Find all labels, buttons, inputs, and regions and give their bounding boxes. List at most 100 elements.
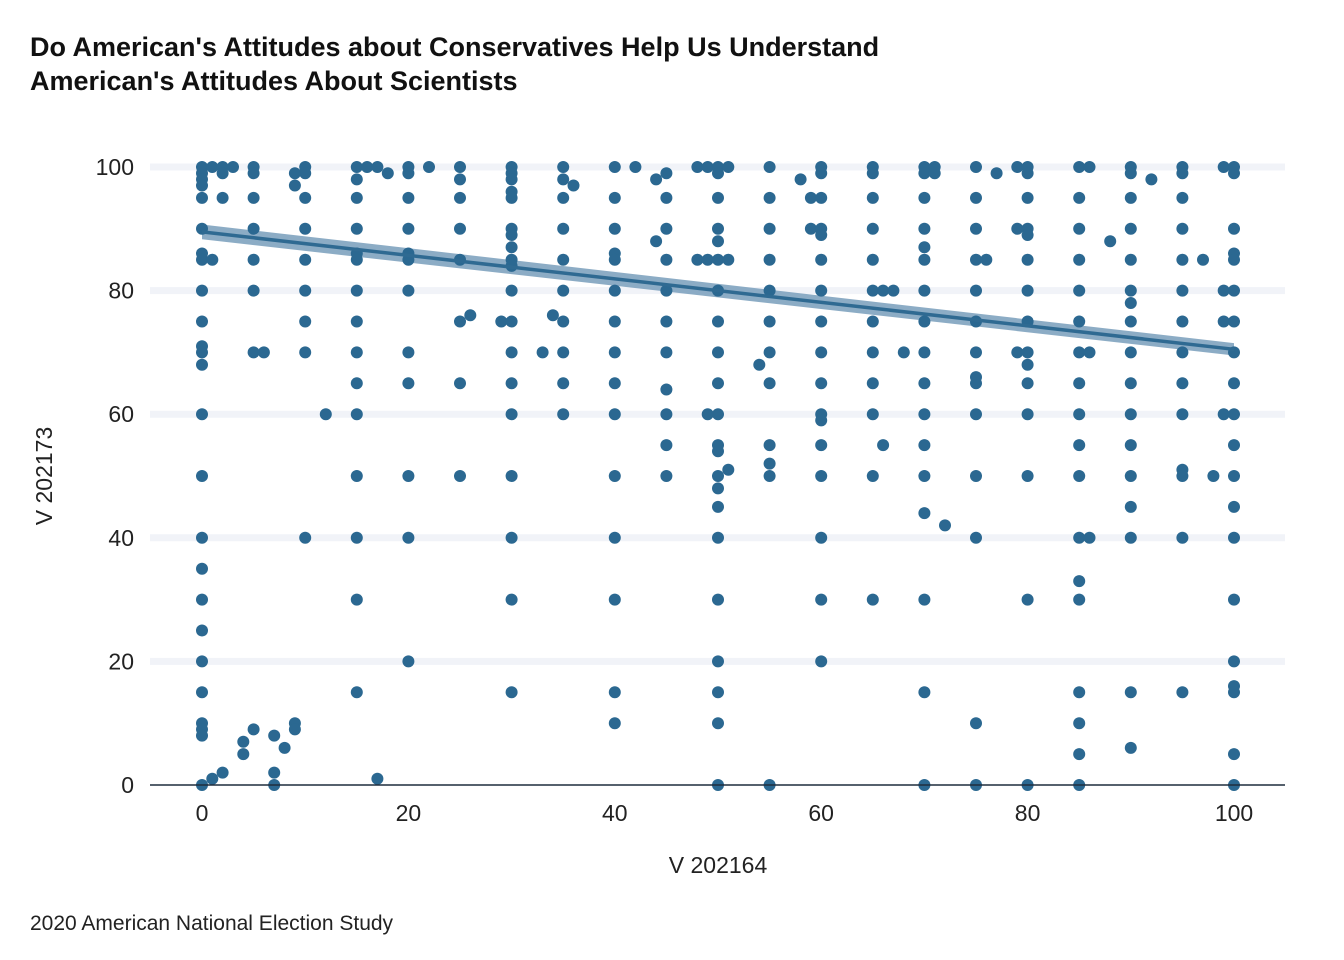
- data-point: [918, 241, 931, 254]
- data-point: [1073, 531, 1086, 544]
- data-point: [1124, 408, 1137, 421]
- data-point: [1124, 500, 1137, 513]
- data-point: [1228, 531, 1240, 544]
- data-point: [557, 346, 570, 359]
- data-point: [815, 167, 828, 180]
- data-point: [350, 161, 363, 173]
- data-point: [1083, 346, 1096, 359]
- data-point: [722, 463, 735, 476]
- data-point: [319, 408, 332, 421]
- data-point: [1124, 741, 1137, 754]
- data-point: [608, 253, 621, 266]
- data-point: [381, 167, 394, 180]
- data-point: [1073, 439, 1086, 452]
- data-point: [505, 173, 518, 186]
- y-tick-label: 20: [108, 648, 134, 674]
- data-point: [712, 655, 724, 668]
- chart-title-line-1: Do American's Attitudes about Conservati…: [30, 32, 880, 62]
- data-point: [608, 315, 621, 328]
- data-point: [247, 253, 260, 266]
- data-point: [866, 284, 879, 297]
- data-point: [299, 284, 312, 297]
- data-point: [970, 253, 982, 266]
- data-point: [206, 772, 219, 785]
- data-point: [712, 686, 724, 699]
- data-point: [866, 346, 879, 359]
- data-point: [804, 191, 817, 204]
- data-point: [763, 315, 776, 328]
- data-point: [350, 315, 363, 328]
- data-point: [350, 377, 363, 390]
- data-point: [196, 315, 208, 328]
- data-point: [1217, 161, 1230, 173]
- data-point: [815, 253, 828, 266]
- data-point: [815, 655, 828, 668]
- data-point: [712, 346, 724, 359]
- data-point: [1011, 222, 1024, 235]
- data-point: [1073, 575, 1086, 588]
- data-point: [691, 253, 704, 266]
- data-point: [1176, 346, 1189, 359]
- data-point: [505, 229, 518, 241]
- data-point: [196, 624, 208, 637]
- data-point: [608, 470, 621, 482]
- data-point: [918, 315, 931, 328]
- data-point: [1228, 167, 1240, 180]
- points-layer: [196, 161, 1240, 791]
- data-point: [763, 439, 776, 452]
- data-point: [1021, 470, 1034, 482]
- data-point: [763, 457, 776, 470]
- data-point: [701, 408, 714, 421]
- data-point: [712, 593, 724, 606]
- data-point: [505, 593, 518, 606]
- data-point: [1021, 191, 1034, 204]
- data-point: [557, 315, 570, 328]
- data-point: [1124, 346, 1137, 359]
- data-point: [505, 531, 518, 544]
- data-point: [1073, 593, 1086, 606]
- data-point: [216, 766, 229, 779]
- data-point: [928, 167, 941, 180]
- data-point: [1021, 253, 1034, 266]
- data-point: [918, 593, 931, 606]
- data-point: [660, 284, 673, 297]
- data-point: [237, 748, 250, 761]
- data-point: [350, 593, 363, 606]
- data-point: [350, 408, 363, 421]
- data-point: [1228, 655, 1240, 668]
- data-point: [815, 229, 828, 241]
- data-point: [557, 173, 570, 186]
- data-point: [887, 284, 900, 297]
- data-point: [505, 686, 518, 699]
- data-point: [557, 284, 570, 297]
- data-point: [196, 562, 208, 575]
- data-point: [350, 346, 363, 359]
- data-point: [288, 179, 301, 192]
- data-point: [1176, 167, 1189, 180]
- x-tick-label: 40: [602, 800, 628, 826]
- data-point: [196, 346, 208, 359]
- data-point: [660, 191, 673, 204]
- data-point: [970, 346, 982, 359]
- data-point: [1021, 408, 1034, 421]
- data-point: [712, 445, 724, 458]
- data-point: [970, 408, 982, 421]
- data-point: [402, 377, 415, 390]
- data-point: [629, 161, 642, 173]
- data-point: [918, 377, 931, 390]
- data-point: [1083, 161, 1096, 173]
- data-point: [1145, 173, 1158, 186]
- data-point: [712, 470, 724, 482]
- data-point: [247, 167, 260, 180]
- data-point: [402, 470, 415, 482]
- data-point: [1228, 315, 1240, 328]
- x-tick-label: 0: [196, 800, 209, 826]
- data-point: [268, 766, 281, 779]
- data-point: [815, 191, 828, 204]
- data-point: [268, 729, 281, 742]
- data-point: [1197, 253, 1209, 266]
- data-point: [1073, 284, 1086, 297]
- data-point: [216, 191, 229, 204]
- data-point: [371, 161, 384, 173]
- data-point: [753, 358, 766, 371]
